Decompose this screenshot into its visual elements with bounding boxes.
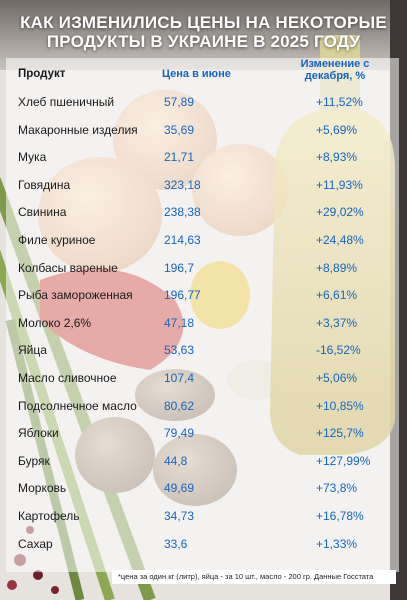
change-value: -16,52% [316, 343, 361, 358]
table-row: Свинина 238,38 +29,02% [0, 202, 407, 222]
table-row: Макаронные изделия 35,69 +5,69% [0, 120, 407, 140]
table-row: Говядина 323,18 +11,93% [0, 175, 407, 195]
page-title: КАК ИЗМЕНИЛИСЬ ЦЕНЫ НА НЕКОТОРЫЕ ПРОДУКТ… [0, 13, 407, 51]
price-value: 80,62 [164, 398, 195, 413]
column-header-price: Цена в июне [162, 68, 231, 80]
change-value: +10,85% [316, 398, 364, 413]
product-name: Свинина [18, 205, 67, 220]
product-name: Мука [18, 150, 47, 165]
product-name: Картофель [18, 509, 80, 523]
price-value: 107,4 [164, 371, 195, 385]
product-name: Яйца [18, 343, 47, 358]
product-name: Говядина [18, 177, 71, 192]
price-value: 196,7 [164, 260, 195, 275]
price-value: 33,6 [164, 536, 188, 551]
product-name: Морковь [18, 481, 67, 496]
price-value: 196,77 [164, 288, 201, 303]
price-value: 79,49 [164, 426, 195, 441]
price-value: 57,89 [164, 95, 195, 109]
price-value: 238,38 [164, 205, 201, 220]
table-row: Филе куриное 214,63 +24,48% [0, 230, 407, 250]
price-value: 214,63 [164, 233, 201, 247]
change-value: +24,48% [316, 233, 364, 247]
product-name: Колбасы вареные [18, 260, 118, 275]
table-row: Картофель 34,73 +16,78% [0, 506, 407, 526]
price-value: 323,18 [164, 177, 201, 192]
product-name: Макаронные изделия [18, 122, 138, 137]
price-value: 34,73 [164, 509, 195, 523]
table-row: Рыба замороженная 196,77 +6,61% [0, 285, 407, 305]
change-value: +8,89% [316, 260, 358, 275]
table-row: Хлеб пшеничный 57,89 +11,52% [0, 92, 407, 112]
table-row: Колбасы вареные 196,7 +8,89% [0, 258, 407, 278]
price-value: 53,63 [164, 343, 195, 358]
change-value: +73,8% [316, 481, 358, 496]
change-value: +5,69% [316, 122, 358, 137]
change-value: +11,52% [316, 95, 363, 109]
table-row: Масло сливочное 107,4 +5,06% [0, 368, 407, 388]
price-value: 49,69 [164, 481, 195, 496]
product-name: Молоко 2,6% [18, 315, 92, 330]
table-row: Сахар 33,6 +1,33% [0, 534, 407, 554]
table-row: Яблоки 79,49 +125,7% [0, 423, 407, 443]
product-name: Масло сливочное [18, 371, 117, 385]
product-name: Хлеб пшеничный [18, 95, 115, 109]
change-value: +8,93% [316, 150, 358, 165]
change-value: +11,93% [316, 177, 363, 192]
product-name: Подсолнечное масло [18, 398, 137, 413]
table-row: Морковь 49,69 +73,8% [0, 478, 407, 498]
table-row: Мука 21,71 +8,93% [0, 147, 407, 167]
table-row: Яйца 53,63 -16,52% [0, 340, 407, 360]
change-value: +29,02% [316, 205, 364, 220]
product-name: Сахар [18, 536, 53, 551]
footnote: *цена за один кг (литр), яйца - за 10 шт… [112, 570, 396, 584]
product-name: Яблоки [18, 426, 59, 441]
column-header-product: Продукт [18, 68, 66, 80]
price-value: 35,69 [164, 122, 195, 137]
table-row: Буряк 44,8 +127,99% [0, 451, 407, 471]
title-line-1: КАК ИЗМЕНИЛИСЬ ЦЕНЫ НА НЕКОТОРЫЕ [20, 13, 387, 32]
product-name: Буряк [18, 453, 50, 468]
price-value: 44,8 [164, 453, 188, 468]
change-value: +6,61% [316, 288, 358, 303]
table-row: Молоко 2,6% 47,18 +3,37% [0, 313, 407, 333]
price-value: 21,71 [164, 150, 195, 165]
table-backdrop [6, 58, 399, 572]
column-header-change: Изменение с декабря, % [280, 58, 390, 82]
product-name: Рыба замороженная [18, 288, 133, 303]
change-value: +127,99% [316, 453, 371, 468]
change-value: +125,7% [316, 426, 364, 441]
change-value: +16,78% [316, 509, 364, 523]
product-name: Филе куриное [18, 233, 96, 247]
change-value: +5,06% [316, 371, 358, 385]
title-line-2: ПРОДУКТЫ В УКРАИНЕ В 2025 ГОДУ [46, 32, 361, 51]
table-row: Подсолнечное масло 80,62 +10,85% [0, 396, 407, 416]
column-header-change-line-1: Изменение с [300, 58, 370, 70]
change-value: +1,33% [316, 536, 358, 551]
change-value: +3,37% [316, 315, 358, 330]
price-value: 47,18 [164, 315, 195, 330]
column-header-change-line-2: декабря, % [304, 70, 366, 82]
